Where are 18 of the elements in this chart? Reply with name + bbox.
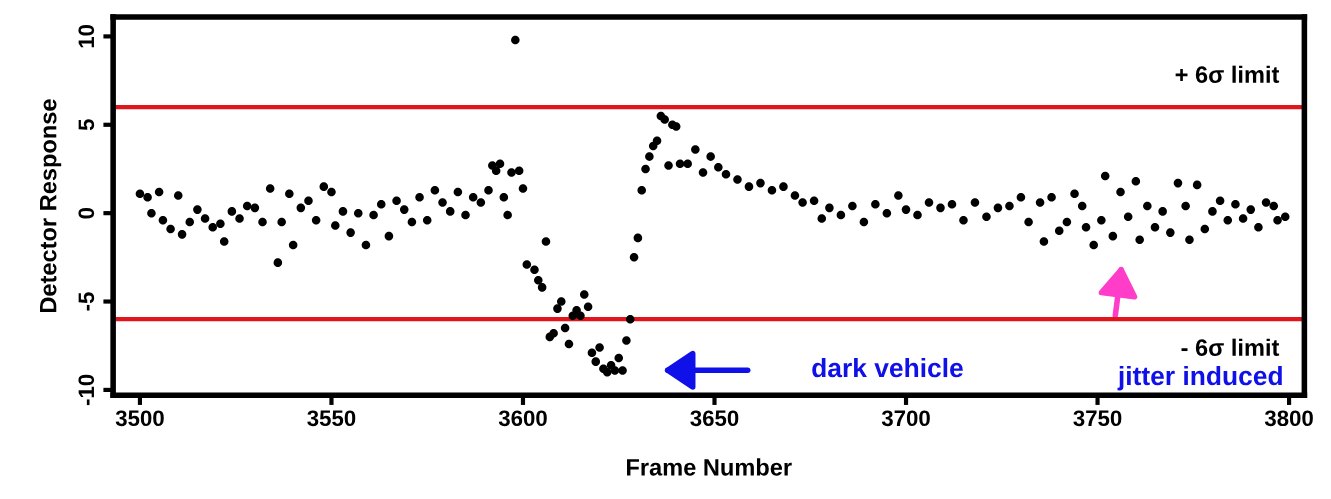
y-tick-label: -5 bbox=[78, 292, 95, 311]
x-tick-label: 3750 bbox=[1073, 410, 1122, 427]
x-tick-label: 3550 bbox=[307, 410, 356, 427]
annotation: dark vehicle bbox=[812, 357, 963, 378]
y-tick-label: 5 bbox=[78, 119, 95, 131]
y-tick-label: -10 bbox=[78, 374, 95, 406]
x-tick-label: 3600 bbox=[498, 410, 547, 427]
x-tick-label: 3700 bbox=[881, 410, 930, 427]
y-tick-label: 0 bbox=[78, 207, 95, 219]
x-tick-label: 3800 bbox=[1264, 410, 1313, 427]
x-tick-label: 3650 bbox=[690, 410, 739, 427]
y-axis-title: Detector Response bbox=[40, 99, 62, 313]
annotation: jitter induced bbox=[1117, 365, 1282, 391]
y-tick-label: 10 bbox=[78, 24, 95, 48]
ref-line-label: - 6σ limit bbox=[1181, 338, 1280, 356]
x-axis-title: Frame Number bbox=[627, 458, 792, 476]
x-tick-label: 3500 bbox=[115, 410, 164, 427]
ref-line-label: + 6σ limit bbox=[1175, 65, 1280, 83]
